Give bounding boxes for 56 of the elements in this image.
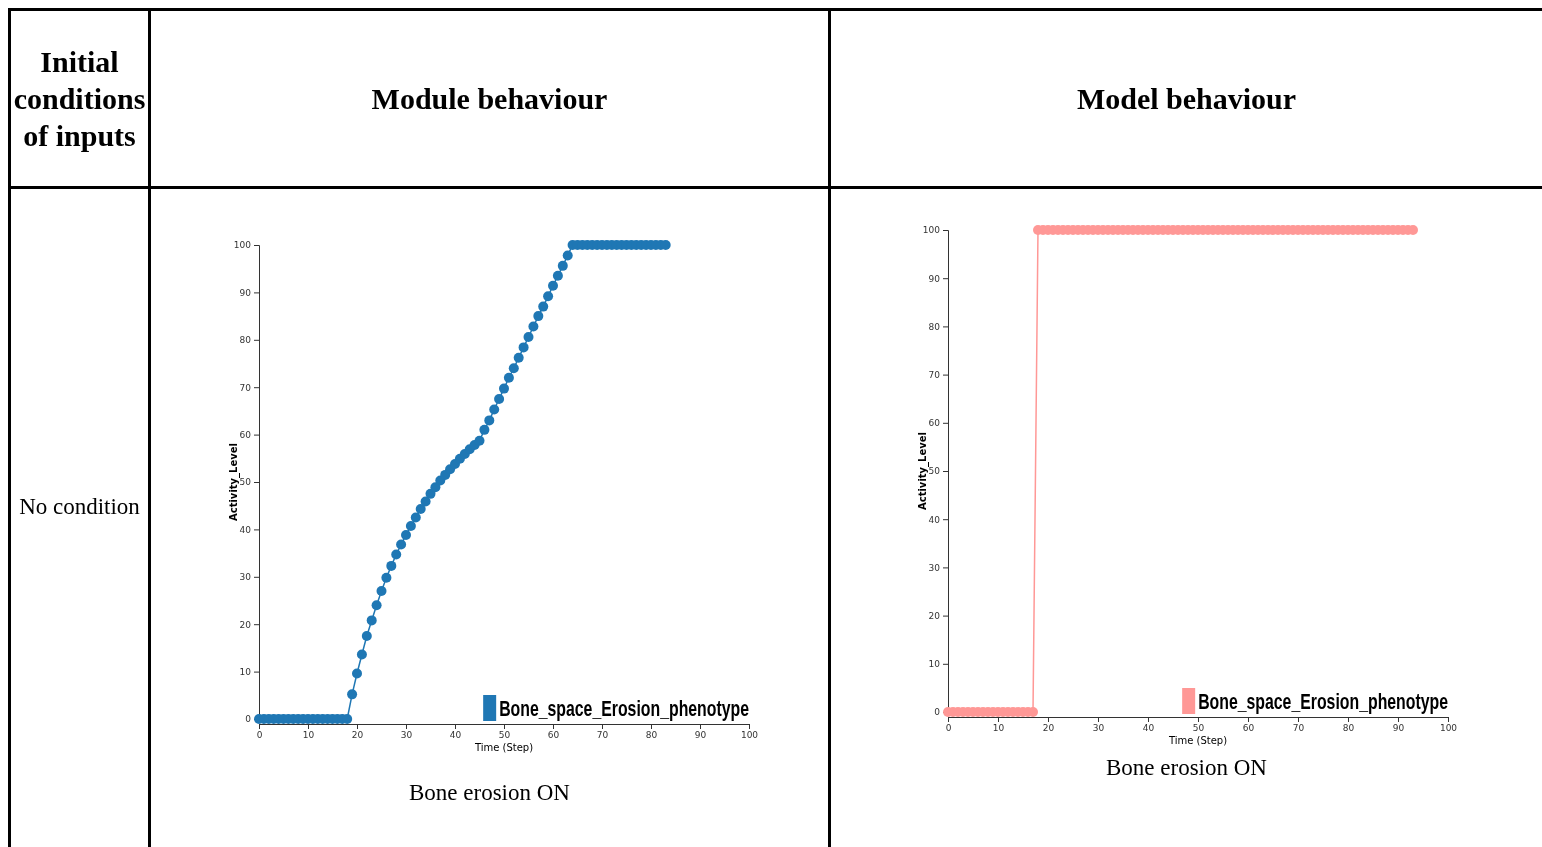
y-tick-label: 70 [928,369,941,380]
x-tick-label: 100 [740,730,759,741]
x-tick-label: 60 [1242,723,1255,734]
y-tick-label: 90 [928,273,941,284]
x-tick-label: 0 [945,723,952,734]
x-tick-label: 90 [1392,723,1405,734]
x-tick-label: 20 [351,730,364,741]
y-tick-label: 80 [239,335,252,346]
y-tick-label: 60 [928,418,941,429]
x-tick-label: 80 [645,730,658,741]
y-tick-label: 50 [928,466,941,477]
chart-title: Model behaviour [1076,81,1297,117]
y-tick-label: 40 [239,524,252,535]
y-tick-label: 100 [922,225,941,236]
chart-title: Module behaviour [371,81,608,117]
legend-label: Bone_space_Erosion_phenotype [1198,689,1448,714]
y-tick-label: 90 [239,287,252,298]
x-tick-label: 20 [1042,723,1055,734]
y-tick-label: 10 [928,659,941,670]
x-tick-label: 50 [1192,723,1205,734]
legend-label: Bone_space_Erosion_phenotype [499,696,749,721]
y-tick-label: 10 [239,666,252,677]
x-tick-label: 10 [302,730,315,741]
x-tick-label: 30 [400,730,413,741]
y-tick-label: 50 [239,477,252,488]
y-tick-label: 30 [239,572,252,583]
text: Initial conditions of inputs [13,44,146,154]
x-tick-label: 50 [498,730,511,741]
text: No condition [18,493,141,521]
y-axis-title: Activity_Level [228,442,240,522]
text: Bone erosion ON [408,780,571,806]
x-axis-title: Time (Step) [473,742,534,753]
text: Bone erosion ON [1105,755,1268,781]
y-tick-label: 20 [928,610,941,621]
x-tick-label: 40 [449,730,462,741]
x-tick-label: 100 [1439,723,1458,734]
x-axis-title: Time (Step) [1167,735,1228,746]
y-tick-label: 60 [239,429,252,440]
y-tick-label: 80 [928,321,941,332]
x-tick-label: 40 [1142,723,1155,734]
y-tick-label: 100 [233,240,252,251]
y-tick-label: 30 [928,562,941,573]
x-tick-label: 70 [596,730,609,741]
x-tick-label: 0 [256,730,263,741]
y-tick-label: 40 [928,514,941,525]
y-tick-label: 70 [239,382,252,393]
x-tick-label: 60 [547,730,560,741]
y-tick-label: 20 [239,619,252,630]
y-axis-title: Activity_Level [917,431,929,511]
y-tick-label: 0 [934,707,941,718]
x-tick-label: 80 [1342,723,1355,734]
x-tick-label: 90 [694,730,707,741]
x-tick-label: 10 [992,723,1005,734]
x-tick-label: 70 [1292,723,1305,734]
y-tick-label: 0 [245,714,252,725]
x-tick-label: 30 [1092,723,1105,734]
